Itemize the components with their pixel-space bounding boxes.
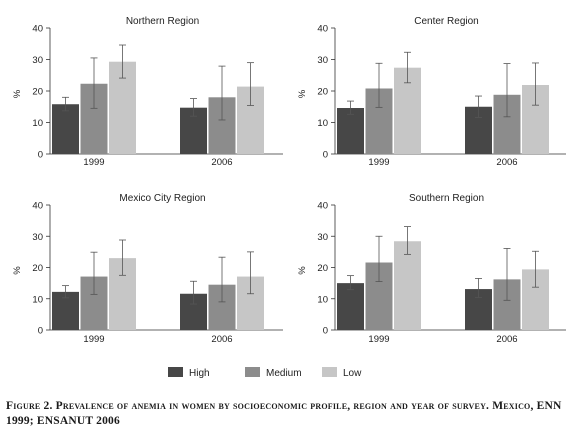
- x-category-label: 2006: [496, 157, 517, 168]
- legend-label: Medium: [266, 368, 302, 379]
- x-category-label: 1999: [368, 334, 389, 345]
- legend-swatch: [322, 367, 337, 377]
- x-category-label: 2006: [496, 334, 517, 345]
- x-category-label: 1999: [83, 157, 104, 168]
- y-tick-label: 20: [32, 87, 43, 98]
- panel-title: Southern Region: [409, 193, 484, 204]
- y-tick-label: 40: [317, 201, 328, 212]
- y-tick-label: 40: [317, 24, 328, 35]
- legend-item-low: Low: [322, 367, 362, 379]
- y-tick-label: 10: [317, 294, 328, 305]
- bar-high-1999: [52, 104, 79, 154]
- bar-high-1999: [337, 108, 364, 154]
- figure-caption: Figure 2. Prevalence of anemia in women …: [6, 400, 562, 427]
- bar-high-1999: [52, 291, 79, 330]
- legend-item-high: High: [168, 367, 210, 379]
- y-axis-label: %: [297, 89, 308, 98]
- bar-high-1999: [337, 283, 364, 330]
- bar-low-1999: [394, 241, 421, 330]
- x-category-label: 1999: [368, 157, 389, 168]
- y-tick-label: 20: [32, 263, 43, 274]
- y-tick-label: 30: [317, 232, 328, 243]
- y-tick-label: 20: [317, 87, 328, 98]
- y-tick-label: 30: [32, 232, 43, 243]
- y-tick-label: 0: [323, 150, 328, 161]
- panel-title: Mexico City Region: [119, 193, 205, 204]
- x-category-label: 2006: [211, 334, 232, 345]
- x-category-label: 1999: [83, 334, 104, 345]
- y-axis-label: %: [12, 89, 23, 98]
- legend-swatch: [168, 367, 183, 377]
- y-tick-label: 10: [32, 118, 43, 129]
- legend-item-medium: Medium: [245, 367, 302, 379]
- panel-northern-region: Northern Region 0 10 20 30 40% 1999 2006: [12, 16, 283, 168]
- panel-title: Northern Region: [126, 16, 199, 27]
- legend-swatch: [245, 367, 260, 377]
- legend-label: High: [189, 368, 210, 379]
- panel-mexico-city-region: Mexico City Region 0 10 20 30 40% 1999 2006: [12, 193, 283, 345]
- x-category-label: 2006: [211, 157, 232, 168]
- y-tick-label: 0: [38, 150, 43, 161]
- y-tick-label: 30: [317, 55, 328, 66]
- y-tick-label: 30: [32, 55, 43, 66]
- y-axis-label: %: [297, 266, 308, 275]
- panel-title: Center Region: [414, 16, 478, 27]
- y-tick-label: 10: [32, 294, 43, 305]
- y-tick-label: 0: [323, 326, 328, 337]
- y-axis-label: %: [12, 266, 23, 275]
- y-tick-label: 20: [317, 263, 328, 274]
- legend-label: Low: [343, 368, 362, 379]
- panel-southern-region: Southern Region 0 10 20 30 40% 1999 2006: [297, 193, 566, 345]
- y-tick-label: 40: [32, 24, 43, 35]
- y-tick-label: 0: [38, 326, 43, 337]
- panel-center-region: Center Region 0 10 20 30 40% 1999 2006: [297, 16, 566, 168]
- chart-legend: High Medium Low: [168, 367, 362, 379]
- y-tick-label: 40: [32, 201, 43, 212]
- y-tick-label: 10: [317, 118, 328, 129]
